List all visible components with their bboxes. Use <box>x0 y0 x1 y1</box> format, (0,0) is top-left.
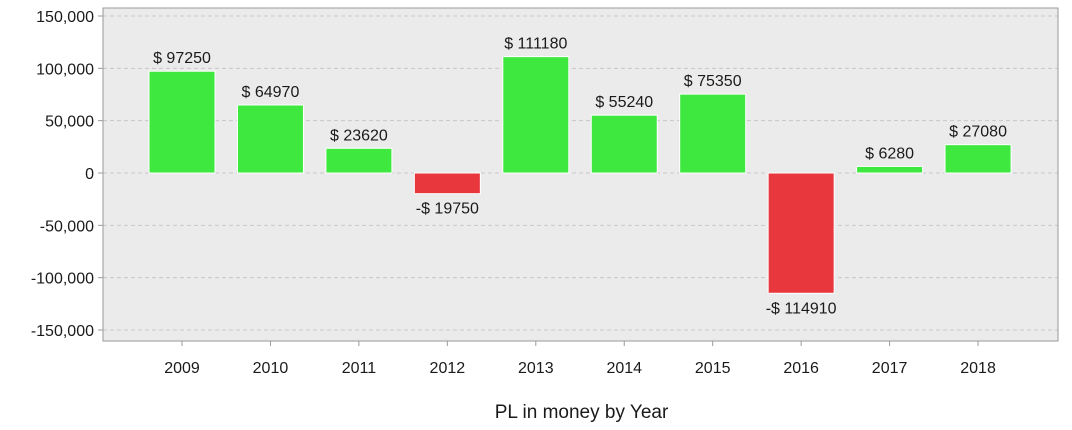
plot-frame <box>102 7 1059 342</box>
plot-area <box>103 8 1058 341</box>
x-tick-label: 2015 <box>695 360 731 377</box>
x-axis-title: PL in money by Year <box>495 402 669 423</box>
x-tick-label: 2009 <box>164 360 200 377</box>
bar-2010 <box>236 104 304 174</box>
x-tick-label: 2013 <box>518 360 554 377</box>
data-labels: $ 97250 $ 64970 $ 23620 -$ 19750 $ 111180 $ 5… <box>153 36 1007 318</box>
data-label-2015: $ 75350 <box>684 73 742 90</box>
bar-2015 <box>679 93 747 174</box>
data-label-2018: $ 27080 <box>949 124 1007 141</box>
data-label-2017: $ 6280 <box>865 145 914 162</box>
bar-2014 <box>590 114 658 174</box>
bar-2018 <box>944 144 1012 174</box>
x-tick-label: 2010 <box>253 360 289 377</box>
x-tick-label: 2011 <box>342 360 377 377</box>
x-tick-label: 2012 <box>430 360 466 377</box>
data-label-2012: -$ 19750 <box>416 201 479 218</box>
data-label-2009: $ 97250 <box>153 50 211 67</box>
x-axis-ticks: 2009 2010 2011 2012 2013 2014 2015 2016 2017 2018 <box>164 341 996 377</box>
y-tick-label: 100,000 <box>36 61 94 78</box>
bar-2011 <box>325 147 393 174</box>
bar-2017 <box>856 165 924 174</box>
y-tick-label: 50,000 <box>45 114 94 131</box>
bars <box>148 56 1012 294</box>
y-tick-label: -100,000 <box>31 271 94 288</box>
y-tick-label: 0 <box>85 166 94 183</box>
data-label-2016: -$ 114910 <box>766 300 837 317</box>
data-label-2014: $ 55240 <box>595 94 653 111</box>
gridlines <box>103 15 1058 331</box>
data-label-2011: $ 23620 <box>330 127 388 144</box>
x-tick-label: 2014 <box>606 360 642 377</box>
y-tick-label: 150,000 <box>36 9 94 26</box>
x-tick-label: 2017 <box>872 360 908 377</box>
data-label-2013: $ 111180 <box>504 36 567 53</box>
y-tick-label: -150,000 <box>31 323 94 340</box>
x-tick-label: 2018 <box>960 360 996 377</box>
y-axis-ticks: 150,000 100,000 50,000 0 -50,000 -100,000 -150… <box>31 9 103 340</box>
x-tick-label: 2016 <box>783 360 819 377</box>
bar-2012 <box>413 172 481 195</box>
bar-2013 <box>502 56 570 174</box>
data-label-2010: $ 64970 <box>242 84 300 101</box>
y-tick-label: -50,000 <box>40 218 94 235</box>
bar-2016 <box>767 172 835 294</box>
bar-2009 <box>148 70 216 174</box>
